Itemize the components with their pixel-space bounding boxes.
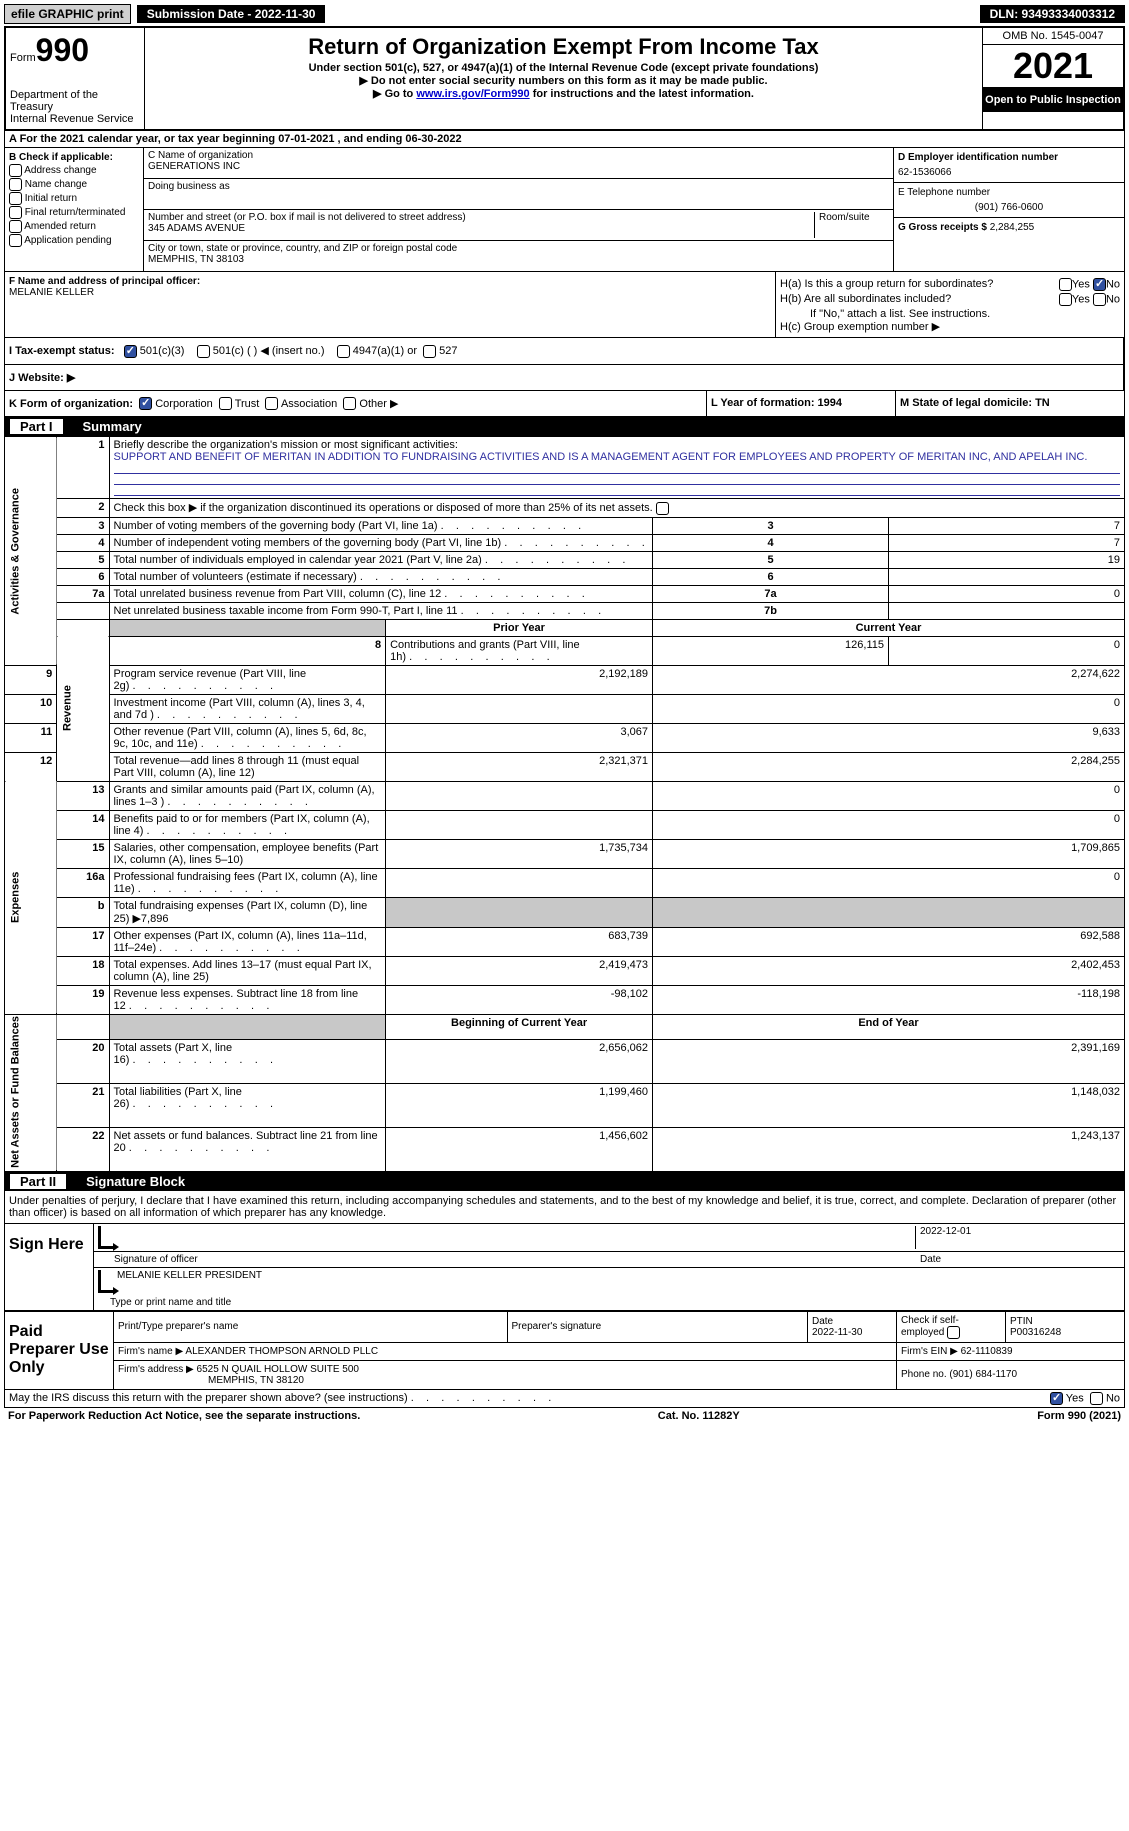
year-formation: L Year of formation: 1994 (707, 391, 896, 417)
open-to-public: Open to Public Inspection (983, 88, 1123, 112)
self-employed-checkbox[interactable] (947, 1326, 960, 1339)
hb-yes-checkbox[interactable] (1059, 293, 1072, 306)
footer: For Paperwork Reduction Act Notice, see … (4, 1408, 1125, 1424)
block-bc: B Check if applicable: Address change Na… (4, 148, 1125, 272)
hb-no-checkbox[interactable] (1093, 293, 1106, 306)
expenses-label: Expenses (5, 781, 57, 1014)
block-fh: F Name and address of principal officer:… (4, 272, 1125, 338)
irs-label: Internal Revenue Service (10, 113, 140, 125)
org-name-row: C Name of organization GENERATIONS INC (144, 148, 893, 179)
form-label: Form (10, 52, 36, 64)
address-change-checkbox[interactable] (9, 164, 22, 177)
street-row: Number and street (or P.O. box if mail i… (144, 210, 893, 241)
penalty-text: Under penalties of perjury, I declare th… (5, 1191, 1124, 1223)
form-number: 990 (36, 32, 89, 68)
section-f: F Name and address of principal officer:… (5, 272, 776, 337)
dln: DLN: 93493334003312 (980, 5, 1125, 23)
efile-print-button[interactable]: efile GRAPHIC print (4, 4, 131, 24)
501c3-checkbox[interactable] (124, 345, 137, 358)
section-a: A For the 2021 calendar year, or tax yea… (4, 131, 1125, 148)
block-ij: I Tax-exempt status: 501(c)(3) 501(c) ( … (4, 338, 1125, 391)
discuss-yes-checkbox[interactable] (1050, 1392, 1063, 1405)
subtitle-2: ▶ Do not enter social security numbers o… (149, 74, 978, 87)
527-checkbox[interactable] (423, 345, 436, 358)
activities-governance-label: Activities & Governance (5, 437, 57, 666)
initial-return-checkbox[interactable] (9, 192, 22, 205)
part-2-header: Part II Signature Block (4, 1172, 1125, 1191)
paid-preparer-label: Paid Preparer Use Only (5, 1311, 114, 1389)
submission-date: Submission Date - 2022-11-30 (137, 5, 326, 23)
4947-checkbox[interactable] (337, 345, 350, 358)
section-i: I Tax-exempt status: 501(c)(3) 501(c) ( … (5, 338, 1123, 365)
omb-number: OMB No. 1545-0047 (983, 28, 1123, 45)
block-k: K Form of organization: Corporation Trus… (4, 391, 1125, 418)
ha-no-checkbox[interactable] (1093, 278, 1106, 291)
subtitle-1: Under section 501(c), 527, or 4947(a)(1)… (149, 62, 978, 74)
amended-return-checkbox[interactable] (9, 220, 22, 233)
501c-checkbox[interactable] (197, 345, 210, 358)
city-row: City or town, state or province, country… (144, 241, 893, 271)
final-return-checkbox[interactable] (9, 206, 22, 219)
line2-checkbox[interactable] (656, 502, 669, 515)
gross-row: G Gross receipts $ 2,284,255 (894, 218, 1124, 237)
arrow-icon (98, 1270, 113, 1293)
mission-text: SUPPORT AND BENEFIT OF MERITAN IN ADDITI… (114, 451, 1088, 463)
name-change-checkbox[interactable] (9, 178, 22, 191)
top-bar: efile GRAPHIC print Submission Date - 20… (4, 4, 1125, 24)
net-assets-label: Net Assets or Fund Balances (5, 1014, 57, 1171)
preparer-table: Paid Preparer Use Only Print/Type prepar… (4, 1311, 1125, 1390)
other-checkbox[interactable] (343, 397, 356, 410)
signature-block: Under penalties of perjury, I declare th… (4, 1191, 1125, 1311)
section-b: B Check if applicable: Address change Na… (5, 148, 144, 271)
part-1-header: Part I Summary (4, 417, 1125, 436)
form-title: Return of Organization Exempt From Incom… (149, 34, 978, 60)
application-pending-checkbox[interactable] (9, 234, 22, 247)
discuss-row: May the IRS discuss this return with the… (4, 1390, 1125, 1408)
sign-here-label: Sign Here (5, 1224, 94, 1310)
tax-year: 2021 (983, 45, 1123, 88)
form-header: Form990 Department of the Treasury Inter… (4, 26, 1125, 131)
arrow-icon (98, 1226, 113, 1249)
section-j: J Website: ▶ (5, 365, 1123, 390)
corp-checkbox[interactable] (139, 397, 152, 410)
section-h: H(a) Is this a group return for subordin… (776, 272, 1124, 337)
dba-row: Doing business as (144, 179, 893, 210)
subtitle-3: ▶ Go to www.irs.gov/Form990 for instruct… (149, 87, 978, 100)
dept-treasury: Department of the Treasury (10, 89, 140, 113)
discuss-no-checkbox[interactable] (1090, 1392, 1103, 1405)
state-domicile: M State of legal domicile: TN (896, 391, 1124, 417)
phone-row: E Telephone number (901) 766-0600 (894, 183, 1124, 218)
irs-link[interactable]: www.irs.gov/Form990 (416, 88, 529, 100)
assoc-checkbox[interactable] (265, 397, 278, 410)
summary-table: Activities & Governance 1 Briefly descri… (4, 436, 1125, 1171)
trust-checkbox[interactable] (219, 397, 232, 410)
ein-row: D Employer identification number 62-1536… (894, 148, 1124, 183)
ha-yes-checkbox[interactable] (1059, 278, 1072, 291)
revenue-label: Revenue (57, 636, 109, 781)
